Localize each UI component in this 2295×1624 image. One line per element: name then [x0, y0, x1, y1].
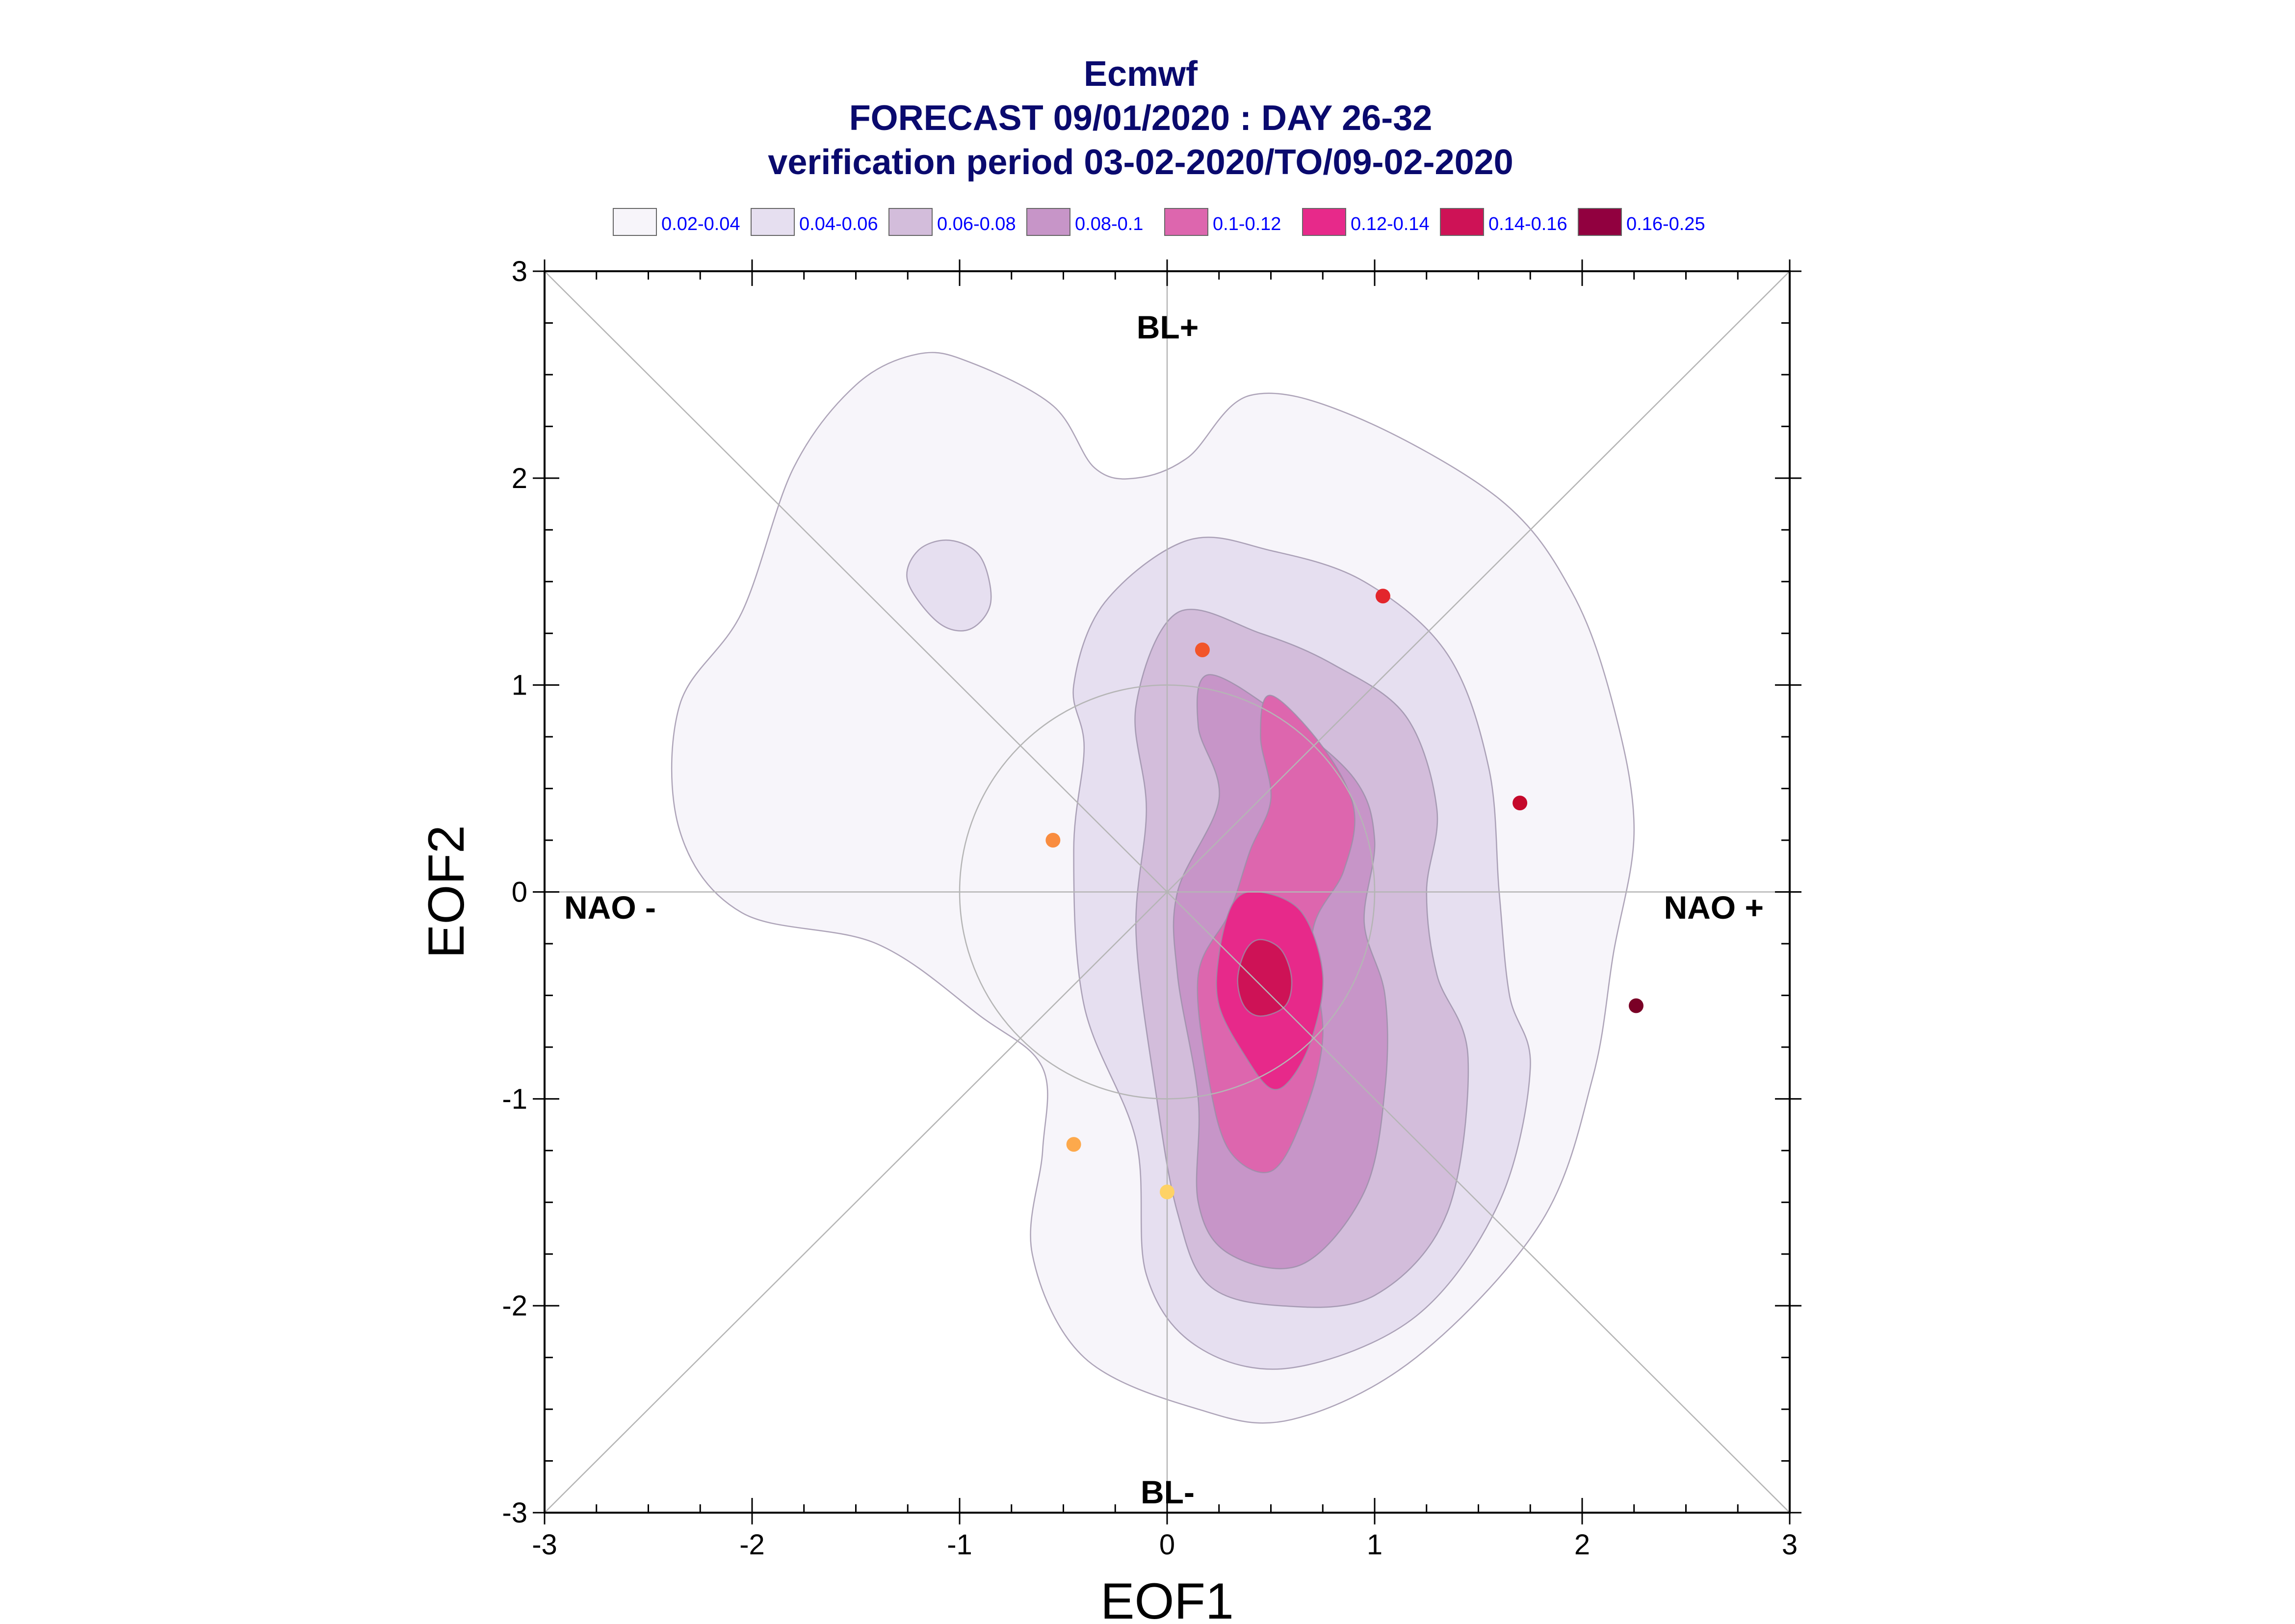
member-point-0 [1375, 589, 1390, 604]
reference-circle [959, 684, 1376, 1100]
legend-swatch [1026, 208, 1070, 236]
legend-label: 0.16-0.25 [1626, 214, 1705, 234]
regime-label-right: NAO + [1664, 889, 1764, 926]
reference-lines [544, 271, 1790, 1513]
member-point-4 [1628, 998, 1643, 1013]
y-tick-label: 0 [512, 876, 527, 908]
legend-label: 0.12-0.14 [1351, 214, 1430, 234]
legend: 0.02-0.04 0.04-0.06 0.06-0.08 0.08-0.1 0.1-0… [613, 208, 1705, 236]
y-tick-label: -1 [502, 1083, 527, 1115]
x-tick-label: 0 [1159, 1529, 1175, 1561]
legend-swatch [751, 208, 795, 236]
member-point-2 [1513, 796, 1528, 811]
chart-period: verification period 03-02-2020/TO/09-02-… [768, 143, 1513, 182]
legend-swatch [1164, 208, 1208, 236]
y-tick-label: -2 [502, 1290, 527, 1322]
legend-swatch [613, 208, 657, 236]
legend-swatch [1302, 208, 1346, 236]
member-point-1 [1195, 642, 1210, 657]
legend-swatch [1440, 208, 1484, 236]
member-point-3 [1045, 833, 1061, 848]
density-contours [671, 352, 1635, 1424]
y-tick-label: 2 [512, 463, 527, 494]
regime-label-bottom: BL- [1141, 1474, 1195, 1510]
contour-7 [1237, 939, 1293, 1017]
legend-label: 0.02-0.04 [661, 214, 740, 234]
contour-2 [906, 539, 992, 632]
x-tick-label: -3 [532, 1529, 557, 1561]
legend-label: 0.04-0.06 [799, 214, 878, 234]
legend-swatch [1578, 208, 1622, 236]
x-tick-label: 2 [1574, 1529, 1590, 1561]
legend-label: 0.1-0.12 [1213, 214, 1281, 234]
x-tick-label: 3 [1782, 1529, 1798, 1561]
member-point-5 [1066, 1137, 1081, 1152]
x-axis-title: EOF1 [1100, 1573, 1234, 1624]
axis-ticks: -3 -2 -1 0 1 2 3 -3 -2 -1 0 1 2 3 [502, 256, 1801, 1561]
y-tick-label: 3 [512, 256, 527, 287]
legend-label: 0.06-0.08 [937, 214, 1016, 234]
y-tick-label: -3 [502, 1497, 527, 1529]
legend-label: 0.14-0.16 [1488, 214, 1567, 234]
member-points [1045, 589, 1643, 1200]
plot-area: -3 -2 -1 0 1 2 3 -3 -2 -1 0 1 2 3 [502, 256, 1801, 1561]
y-axis-title: EOF2 [418, 825, 475, 958]
member-point-6 [1160, 1185, 1174, 1200]
x-tick-label: 1 [1367, 1529, 1382, 1561]
legend-swatch [888, 208, 933, 236]
regime-label-top: BL+ [1137, 309, 1199, 345]
regime-label-left: NAO - [564, 889, 656, 926]
chart-subtitle: FORECAST 09/01/2020 : DAY 26-32 [849, 99, 1433, 138]
x-tick-label: -1 [947, 1529, 972, 1561]
x-tick-label: -2 [739, 1529, 765, 1561]
legend-label: 0.08-0.1 [1075, 214, 1143, 234]
chart-title: Ecmwf [1084, 54, 1198, 94]
y-tick-label: 1 [512, 670, 527, 701]
